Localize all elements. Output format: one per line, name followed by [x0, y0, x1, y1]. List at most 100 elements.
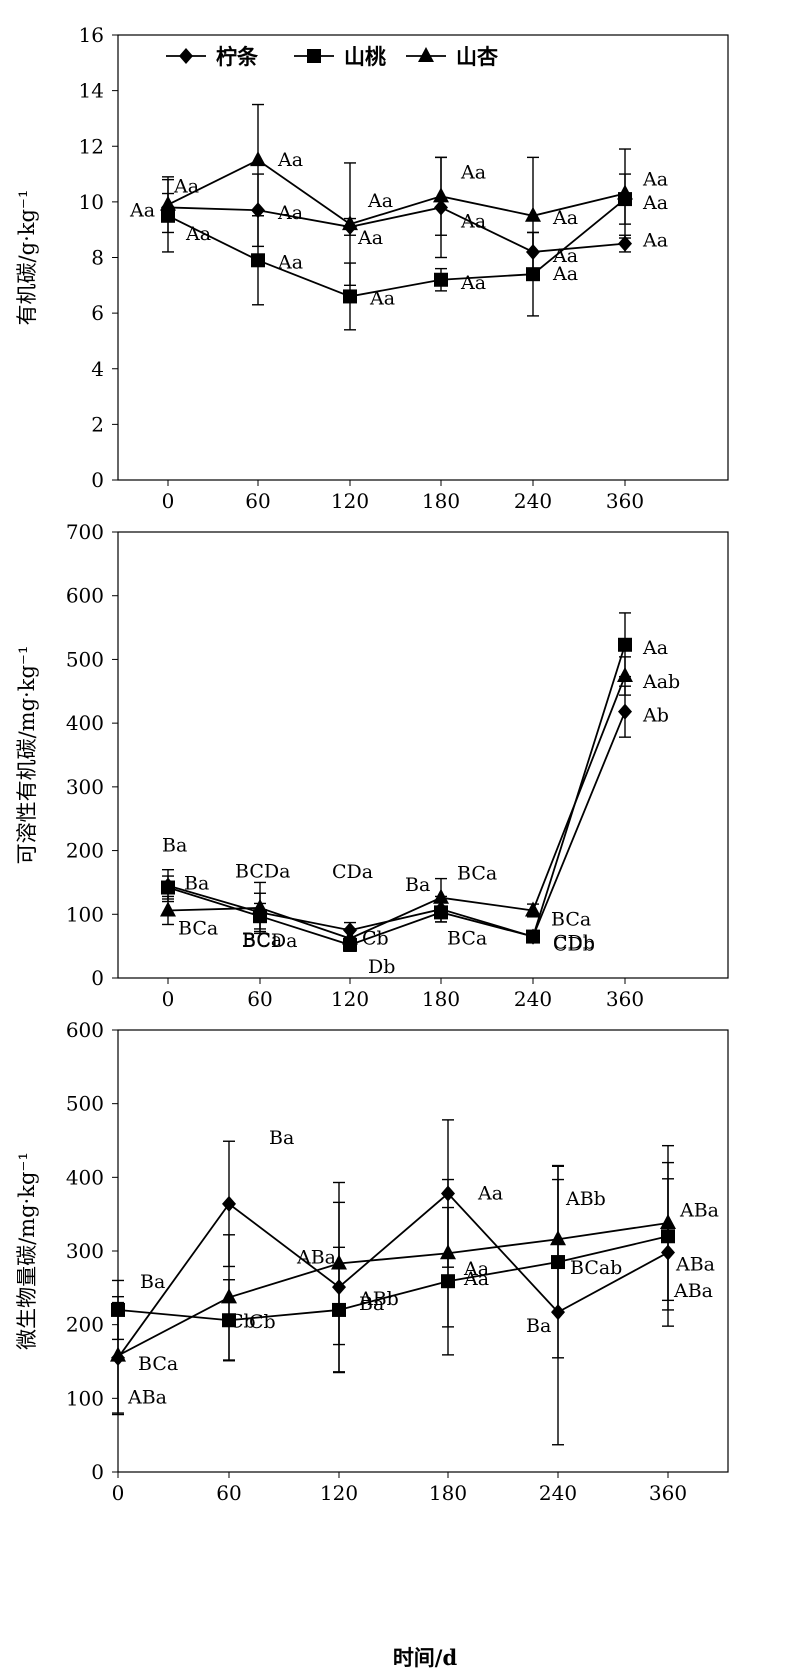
significance-label: Aa	[277, 149, 303, 171]
significance-label: Aa	[129, 199, 155, 221]
significance-label: BCa	[457, 863, 497, 885]
data-point-diamond	[222, 1195, 236, 1212]
significance-label: Ab	[642, 705, 669, 727]
y-tick-label: 500	[66, 647, 104, 671]
data-point-triangle	[250, 151, 266, 167]
data-point-triangle	[252, 898, 268, 914]
series-line-triangle	[117, 1222, 669, 1357]
significance-label: Aa	[460, 272, 486, 294]
legend-marker-triangle	[418, 47, 434, 62]
x-tick-label: 240	[514, 489, 552, 513]
significance-label: ABa	[127, 1387, 167, 1409]
x-tick-label: 240	[539, 1481, 577, 1505]
series-line-diamond	[117, 1192, 669, 1359]
data-point-square	[618, 637, 632, 652]
data-point-diamond	[618, 235, 632, 252]
significance-label: Ba	[162, 835, 187, 857]
y-tick-label: 400	[66, 711, 104, 735]
significance-label: Aa	[552, 245, 578, 267]
y-tick-label: 0	[91, 966, 104, 990]
series-line-diamond	[167, 711, 626, 938]
data-point-triangle	[433, 888, 449, 904]
series-line-square	[167, 198, 626, 298]
data-point-square	[343, 289, 357, 304]
x-tick-label: 120	[320, 1481, 358, 1505]
x-tick-label: 180	[429, 1481, 467, 1505]
significance-label: CDb	[553, 932, 595, 954]
y-tick-label: 8	[91, 246, 104, 270]
data-point-square	[161, 880, 175, 895]
y-axis-label: 可溶性有机碳/mg·kg⁻¹	[15, 646, 39, 865]
legend-marker-square	[307, 49, 321, 63]
data-point-triangle	[160, 195, 176, 211]
significance-label: Cb	[362, 927, 389, 949]
significance-label: Aa	[460, 210, 486, 232]
x-tick-label: 120	[331, 489, 369, 513]
chart-panel-1: 0 2 4 6 8 10 12 14 16 0 60 120 180 240 360 有机碳/g·kg⁻¹ Aa…	[15, 23, 729, 513]
significance-label: CDb	[553, 934, 595, 956]
y-tick-label: 400	[66, 1165, 104, 1189]
significance-label: BCa	[242, 929, 282, 951]
significance-label: CDa	[332, 861, 373, 883]
data-point-triangle	[525, 901, 541, 917]
significance-label: Aa	[642, 169, 668, 191]
significance-label: Aa	[642, 192, 668, 214]
data-point-square	[251, 253, 265, 268]
significance-label: Aa	[357, 227, 383, 249]
series-line-triangle	[167, 159, 626, 226]
significance-label: ABa	[675, 1253, 715, 1275]
legend-marker-diamond	[179, 48, 193, 64]
data-point-triangle	[331, 1254, 347, 1270]
y-tick-label: 300	[66, 1239, 104, 1263]
series-line-square	[167, 644, 626, 946]
y-axis-label: 有机碳/g·kg⁻¹	[15, 190, 39, 326]
significance-label: BCab	[570, 1257, 622, 1279]
significance-label: Aa	[185, 223, 211, 245]
y-tick-label: 2	[91, 412, 104, 436]
significance-label: Aa	[642, 637, 668, 659]
y-tick-label: 14	[79, 79, 104, 103]
data-point-triangle	[617, 184, 633, 200]
y-tick-label: 200	[66, 839, 104, 863]
x-axis-label: 时间/d	[393, 1645, 458, 1670]
data-point-triangle	[550, 1230, 566, 1246]
significance-label: Cb	[229, 1310, 256, 1332]
y-tick-label: 200	[66, 1313, 104, 1337]
significance-label: Aa	[463, 1268, 489, 1290]
plot-frame	[117, 34, 729, 481]
y-tick-label: 16	[79, 23, 104, 47]
y-tick-label: 600	[66, 1018, 104, 1042]
data-point-triangle	[617, 666, 633, 682]
data-point-triangle	[342, 215, 358, 231]
significance-label: BCa	[447, 927, 487, 949]
data-point-triangle	[110, 1346, 126, 1362]
x-tick-label: 120	[331, 987, 369, 1011]
significance-label: Cb	[249, 1311, 276, 1333]
series-line-triangle	[167, 675, 626, 940]
y-tick-label: 0	[91, 468, 104, 492]
series-line-square	[117, 1235, 669, 1322]
x-tick-label: 360	[606, 489, 644, 513]
significance-label: Ba	[359, 1293, 384, 1315]
data-point-triangle	[160, 901, 176, 917]
significance-label: Aa	[277, 251, 303, 273]
series-line-diamond	[167, 206, 626, 253]
significance-label: BCDa	[242, 930, 297, 952]
significance-label: BCa	[551, 908, 591, 930]
chart-panel-3: 0 100 200 300 400 500 600 0 60 120 180 240 360 微生物量碳/…	[15, 1018, 729, 1505]
y-tick-label: 12	[79, 134, 104, 158]
legend: 柠条 山桃 山杏	[166, 44, 498, 69]
y-tick-label: 300	[66, 775, 104, 799]
significance-label: Aa	[463, 1258, 489, 1280]
data-point-square	[434, 272, 448, 287]
y-axis-label: 微生物量碳/mg·kg⁻¹	[15, 1152, 39, 1350]
significance-label: Aa	[477, 1183, 503, 1205]
y-tick-label: 700	[66, 520, 104, 544]
plot-frame	[117, 1029, 729, 1473]
significance-label: ABa	[679, 1199, 719, 1221]
y-tick-label: 100	[66, 902, 104, 926]
significance-label: Db	[368, 956, 395, 978]
significance-label: Aa	[552, 207, 578, 229]
significance-label: Ba	[140, 1271, 165, 1293]
